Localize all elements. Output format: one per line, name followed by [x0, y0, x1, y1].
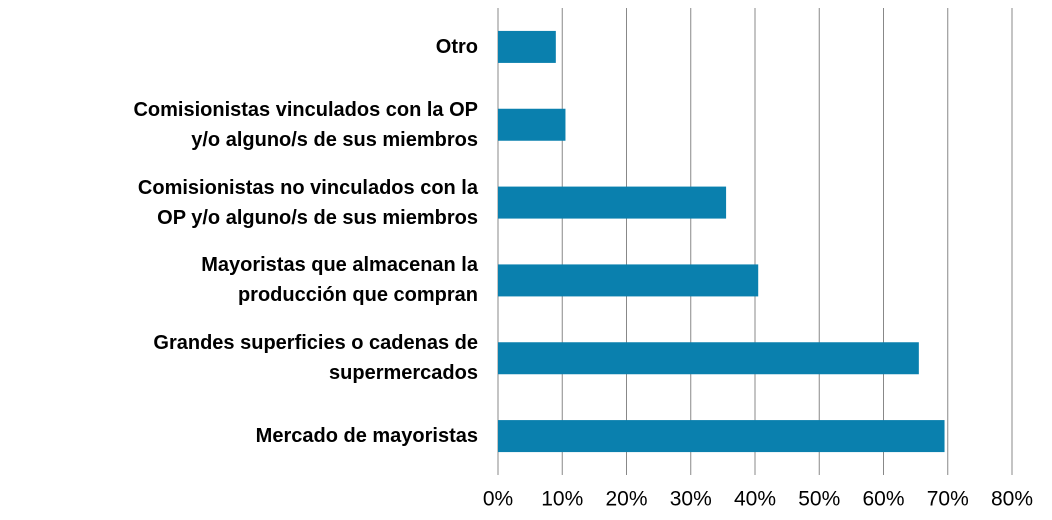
x-tick-label: 20% — [605, 488, 647, 511]
x-tick-label: 80% — [991, 488, 1033, 511]
bar — [498, 186, 727, 219]
x-tick-label: 50% — [798, 488, 840, 511]
y-tick-label: Grandes superficies o cadenas de superme… — [153, 332, 478, 385]
y-tick-label: Mercado de mayoristas — [255, 425, 478, 448]
y-tick-label: Mayoristas que almacenan la producción q… — [201, 254, 478, 307]
x-tick-label: 40% — [734, 488, 776, 511]
y-tick-label: Otro — [435, 35, 478, 58]
y-tick-label: Comisionistas no vinculados con la OP y/… — [137, 176, 478, 229]
bar — [498, 420, 945, 453]
bar — [498, 342, 919, 375]
x-tick-label: 30% — [670, 488, 712, 511]
x-tick-label: 60% — [862, 488, 904, 511]
bar — [498, 30, 556, 63]
bar — [498, 264, 759, 297]
x-tick-label: 70% — [927, 488, 969, 511]
y-tick-label: Comisionistas vinculados con la OP y/o a… — [133, 98, 478, 151]
x-tick-label: 10% — [541, 488, 583, 511]
x-tick-label: 0% — [483, 488, 513, 511]
bar — [498, 108, 566, 141]
